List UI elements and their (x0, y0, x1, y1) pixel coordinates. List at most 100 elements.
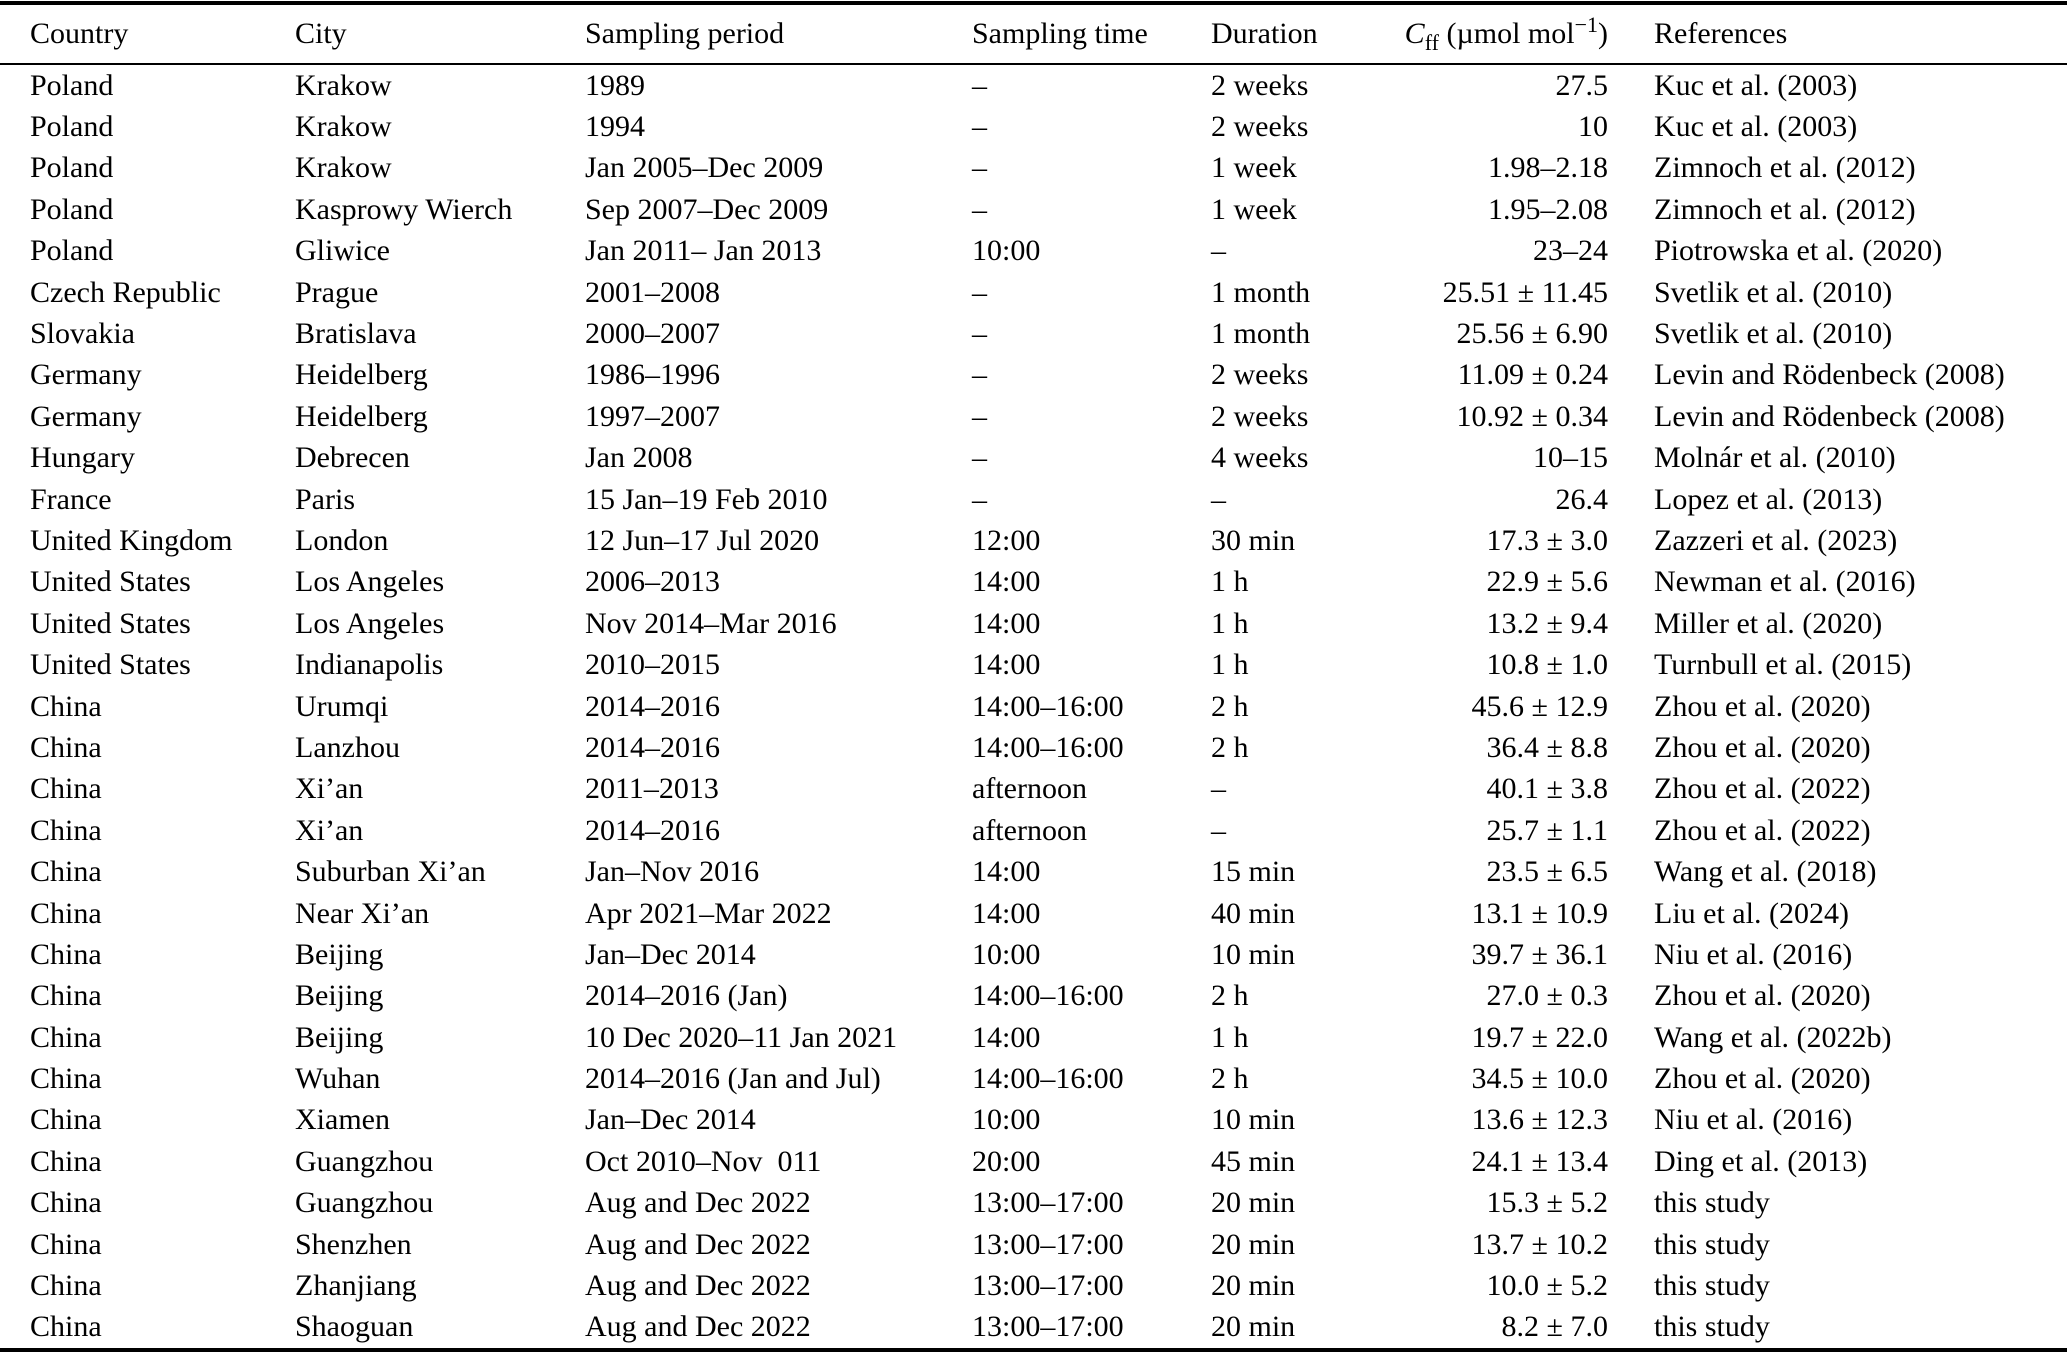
cell-sampling-period: Aug and Dec 2022 (585, 1310, 811, 1344)
cell-duration: 40 min (1211, 896, 1296, 930)
cell-sampling-period: 2006–2013 (585, 565, 720, 599)
cell-city: Urumqi (295, 689, 389, 723)
cell-sampling-time: – (972, 482, 987, 516)
table-row: China Beijing 10 Dec 2020–11 Jan 2021 14:00… (0, 1017, 2067, 1058)
table-row: United Kingdom London 12 Jun–17 Jul 2020 12… (0, 520, 2067, 561)
cell-sampling-period: 2010–2015 (585, 648, 720, 682)
cell-cff: 13.1 ± 10.9 (1471, 896, 1608, 930)
cell-references: Niu et al. (2016) (1654, 1103, 1853, 1137)
table-row: Hungary Debrecen Jan 2008 – 4 weeks 10–15 Moln… (0, 438, 2067, 479)
cell-sampling-time: – (972, 399, 987, 433)
cell-country: Poland (30, 151, 114, 185)
table-row: Slovakia Bratislava 2000–2007 – 1 month 25.56… (0, 313, 2067, 354)
cell-country: Slovakia (30, 317, 135, 351)
table-row: Germany Heidelberg 1997–2007 – 2 weeks 10.92 … (0, 396, 2067, 437)
col-header-city: City (295, 17, 347, 50)
cell-country: China (30, 1227, 102, 1261)
cell-sampling-time: – (972, 275, 987, 309)
cell-references: Zhou et al. (2020) (1654, 979, 1871, 1013)
col-header-country: Country (30, 17, 129, 50)
cell-cff: 1.98–2.18 (1488, 151, 1608, 185)
cell-cff: 8.2 ± 7.0 (1501, 1310, 1608, 1344)
cell-duration: 10 min (1211, 937, 1296, 971)
cell-city: Xi’an (295, 813, 364, 847)
cell-duration: 2 weeks (1211, 358, 1309, 392)
cell-sampling-period: 2014–2016 (Jan) (585, 979, 788, 1013)
cell-sampling-period: 15 Jan–19 Feb 2010 (585, 482, 828, 516)
cell-city: Bratislava (295, 317, 417, 351)
cell-sampling-period: Jan–Dec 2014 (585, 937, 756, 971)
cell-cff: 45.6 ± 12.9 (1471, 689, 1608, 723)
cell-sampling-time: 10:00 (972, 1103, 1041, 1137)
cell-city: Shaoguan (295, 1310, 414, 1344)
cell-duration: 1 h (1211, 606, 1249, 640)
table-row: Germany Heidelberg 1986–1996 – 2 weeks 11.09 … (0, 355, 2067, 396)
cell-references: Niu et al. (2016) (1654, 937, 1853, 971)
cell-cff: 34.5 ± 10.0 (1471, 1062, 1608, 1096)
col-header-duration: Duration (1211, 17, 1318, 50)
cell-sampling-period: 2014–2016 (585, 813, 720, 847)
table-row: United States Los Angeles Nov 2014–Mar 201… (0, 603, 2067, 644)
cell-city: Krakow (295, 68, 392, 102)
table-row: China Guangzhou Aug and Dec 2022 13:00–17:0… (0, 1183, 2067, 1224)
cell-cff: 10.92 ± 0.34 (1456, 399, 1608, 433)
table-row: France Paris 15 Jan–19 Feb 2010 – – 26.4 Lopez… (0, 479, 2067, 520)
cell-sampling-period: 2014–2016 (585, 730, 720, 764)
cell-duration: 2 h (1211, 979, 1249, 1013)
cell-city: Shenzhen (295, 1227, 412, 1261)
cell-sampling-time: 20:00 (972, 1144, 1041, 1178)
cell-references: Zimnoch et al. (2012) (1654, 192, 1916, 226)
cell-city: Xi’an (295, 772, 364, 806)
cell-country: Poland (30, 68, 114, 102)
cell-cff: 25.56 ± 6.90 (1456, 317, 1608, 351)
cell-sampling-period: 1989 (585, 68, 645, 102)
cell-sampling-period: Apr 2021–Mar 2022 (585, 896, 832, 930)
cell-sampling-time: 10:00 (972, 234, 1041, 268)
cell-sampling-time: 12:00 (972, 523, 1041, 557)
table-row: Poland Kasprowy Wierch Sep 2007–Dec 2009 – 1… (0, 189, 2067, 230)
cell-cff: 11.09 ± 0.24 (1457, 358, 1608, 392)
cell-sampling-time: afternoon (972, 813, 1087, 847)
cell-country: Hungary (30, 441, 135, 475)
cell-cff: 23.5 ± 6.5 (1486, 855, 1608, 889)
cell-city: Prague (295, 275, 379, 309)
cell-cff: 13.2 ± 9.4 (1486, 606, 1608, 640)
cell-cff: 36.4 ± 8.8 (1486, 730, 1608, 764)
cell-country: Germany (30, 358, 142, 392)
cell-cff: 24.1 ± 13.4 (1471, 1144, 1608, 1178)
cell-references: Zazzeri et al. (2023) (1654, 523, 1898, 557)
cell-country: United Kingdom (30, 523, 233, 557)
cell-duration: 20 min (1211, 1227, 1296, 1261)
cell-sampling-period: 1997–2007 (585, 399, 720, 433)
cell-duration: 2 weeks (1211, 68, 1309, 102)
cell-country: Poland (30, 192, 114, 226)
cell-country: France (30, 482, 112, 516)
cell-city: Los Angeles (295, 565, 445, 599)
table-row: China Wuhan 2014–2016 (Jan and Jul) 14:00–1… (0, 1058, 2067, 1099)
cell-sampling-time: 14:00 (972, 1020, 1041, 1054)
cell-country: China (30, 896, 102, 930)
cell-city: Near Xi’an (295, 896, 430, 930)
cell-cff: 10–15 (1533, 441, 1608, 475)
cell-duration: 1 month (1211, 317, 1311, 351)
cell-references: Zhou et al. (2022) (1654, 813, 1871, 847)
cell-sampling-period: Aug and Dec 2022 (585, 1269, 811, 1303)
cell-sampling-time: 14:00 (972, 565, 1041, 599)
cell-cff: 10.0 ± 5.2 (1486, 1269, 1608, 1303)
cell-city: Beijing (295, 1020, 384, 1054)
table-row: Poland Gliwice Jan 2011– Jan 2013 10:00 – 23–… (0, 231, 2067, 272)
cell-references: this study (1654, 1186, 1770, 1220)
cell-references: Miller et al. (2020) (1654, 606, 1883, 640)
cell-sampling-time: 14:00–16:00 (972, 979, 1124, 1013)
cell-cff: 25.7 ± 1.1 (1486, 813, 1608, 847)
cell-sampling-period: 2000–2007 (585, 317, 720, 351)
cell-duration: – (1211, 482, 1226, 516)
cell-sampling-period: 2011–2013 (585, 772, 719, 806)
cell-duration: 2 weeks (1211, 399, 1309, 433)
col-header-sampling-period: Sampling period (585, 17, 785, 50)
cell-sampling-period: Aug and Dec 2022 (585, 1227, 811, 1261)
cell-duration: 15 min (1211, 855, 1296, 889)
cell-city: Guangzhou (295, 1144, 434, 1178)
cell-city: Heidelberg (295, 358, 428, 392)
cell-country: China (30, 1310, 102, 1344)
